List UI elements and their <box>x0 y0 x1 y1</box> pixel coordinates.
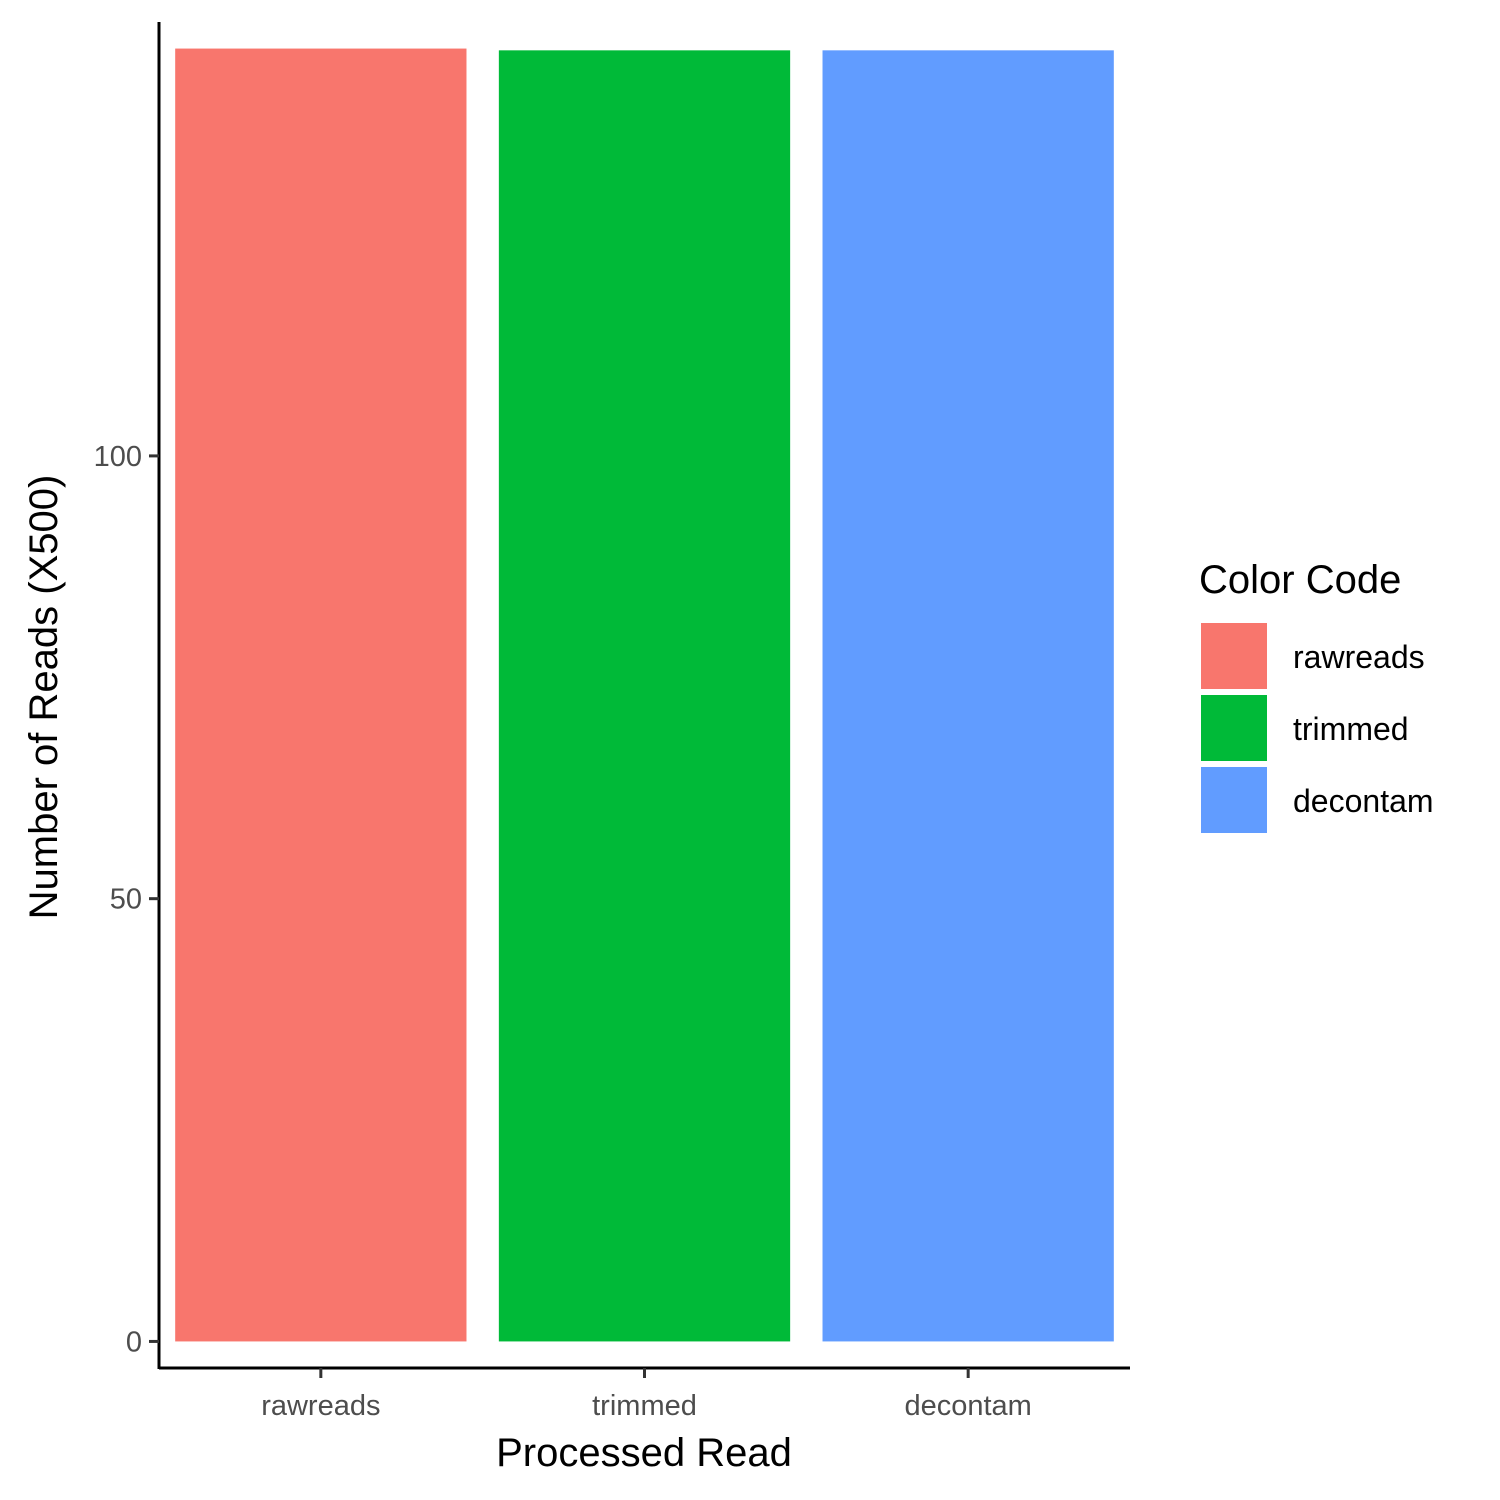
bar-decontam <box>822 50 1114 1342</box>
legend-label-decontam: decontam <box>1293 783 1434 819</box>
legend-label-trimmed: trimmed <box>1293 711 1409 747</box>
legend-swatch-trimmed <box>1201 695 1267 761</box>
x-axis-title: Processed Read <box>496 1431 792 1475</box>
y-tick-label-0: 0 <box>126 1326 142 1358</box>
legend-swatch-decontam <box>1201 767 1267 833</box>
bar-trimmed <box>498 50 791 1342</box>
x-axis-ticks: rawreads trimmed decontam <box>261 1368 1032 1422</box>
x-tick-label-rawreads: rawreads <box>261 1390 380 1422</box>
x-tick-label-decontam: decontam <box>904 1390 1031 1422</box>
y-axis-title: Number of Reads (X500) <box>22 475 66 920</box>
legend: Color Code rawreads trimmed decontam <box>1199 558 1434 833</box>
bar-rawreads <box>175 48 467 1342</box>
y-tick-label-50: 50 <box>110 884 142 916</box>
bars-layer <box>175 48 1114 1342</box>
legend-label-rawreads: rawreads <box>1293 639 1425 675</box>
x-tick-label-trimmed: trimmed <box>592 1390 697 1422</box>
legend-swatch-rawreads <box>1201 623 1267 689</box>
legend-title: Color Code <box>1199 558 1401 602</box>
y-tick-label-100: 100 <box>94 441 142 473</box>
y-axis-ticks: 0 50 100 <box>94 441 159 1358</box>
